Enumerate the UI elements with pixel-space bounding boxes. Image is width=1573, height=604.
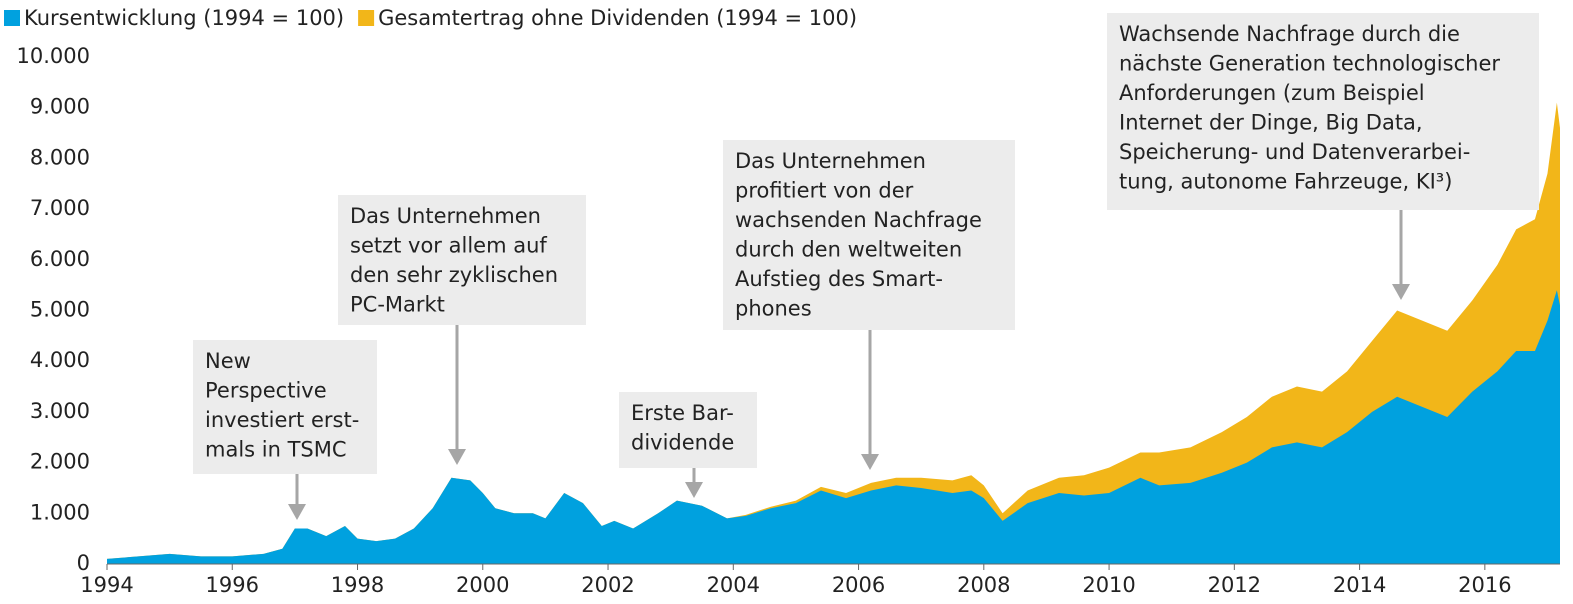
y-tick-label: 10.000 bbox=[17, 44, 90, 68]
annotation-box bbox=[1107, 13, 1539, 210]
annotation-arrowhead bbox=[288, 504, 306, 520]
annotation-text: investiert erst- bbox=[205, 408, 359, 432]
annotation-text: profitiert von der bbox=[735, 179, 914, 203]
x-tick-label: 1998 bbox=[331, 573, 384, 597]
annotation-text: durch den weltweiten bbox=[735, 238, 962, 262]
annotation-text: Erste Bar- bbox=[631, 401, 734, 425]
y-tick-label: 0 bbox=[77, 551, 90, 575]
x-tick-label: 2008 bbox=[957, 573, 1010, 597]
y-tick-label: 6.000 bbox=[30, 247, 90, 271]
x-tick-label: 2002 bbox=[581, 573, 634, 597]
x-tick-label: 2014 bbox=[1333, 573, 1386, 597]
annotation-text: nächste Generation technologischer bbox=[1119, 52, 1500, 76]
annotation-arrowhead bbox=[1392, 284, 1410, 300]
annotation-text: Internet der Dinge, Big Data, bbox=[1119, 111, 1423, 135]
annotation-text: Speicherung- und Datenverarbei- bbox=[1119, 140, 1470, 164]
x-tick-label: 2004 bbox=[707, 573, 760, 597]
annotation-text: PC-Markt bbox=[350, 293, 445, 317]
x-tick-label: 1996 bbox=[206, 573, 259, 597]
legend-swatch bbox=[358, 10, 375, 26]
y-tick-label: 8.000 bbox=[30, 145, 90, 169]
x-tick-label: 2010 bbox=[1082, 573, 1135, 597]
legend-label: Gesamtertrag ohne Dividenden (1994 = 100… bbox=[378, 6, 857, 30]
y-tick-label: 5.000 bbox=[30, 298, 90, 322]
annotation-text: Perspective bbox=[205, 379, 327, 403]
y-tick-label: 1.000 bbox=[30, 500, 90, 524]
area bbox=[107, 102, 1560, 564]
y-tick-label: 4.000 bbox=[30, 348, 90, 372]
y-tick-label: 2.000 bbox=[30, 450, 90, 474]
annotation-arrowhead bbox=[861, 454, 879, 470]
x-tick-label: 2016 bbox=[1458, 573, 1511, 597]
annotation-text: Das Unternehmen bbox=[350, 204, 541, 228]
annotation-text: Anforderungen (zum Beispiel bbox=[1119, 81, 1425, 105]
y-tick-label: 9.000 bbox=[30, 95, 90, 119]
annotation-text: Das Unternehmen bbox=[735, 149, 926, 173]
annotation-text: New bbox=[205, 349, 251, 373]
legend-swatch bbox=[4, 10, 20, 26]
y-tick-label: 3.000 bbox=[30, 399, 90, 423]
annotation-text: dividende bbox=[631, 431, 734, 455]
annotation-box bbox=[338, 195, 586, 325]
x-tick-label: 2000 bbox=[456, 573, 509, 597]
area bbox=[107, 290, 1560, 564]
annotation-box bbox=[193, 340, 377, 474]
annotation-text: wachsenden Nachfrage bbox=[735, 208, 982, 232]
legend-label: Kursentwicklung (1994 = 100) bbox=[24, 6, 344, 30]
annotation-arrowhead bbox=[685, 482, 703, 498]
annotation-text: phones bbox=[735, 297, 812, 321]
annotation-text: den sehr zyklischen bbox=[350, 263, 558, 287]
x-tick-label: 1994 bbox=[80, 573, 133, 597]
annotation-box bbox=[619, 392, 757, 468]
annotation-text: Wachsende Nachfrage durch die bbox=[1119, 22, 1460, 46]
annotation-arrowhead bbox=[448, 449, 466, 465]
x-tick-label: 2006 bbox=[832, 573, 885, 597]
x-tick-label: 2012 bbox=[1208, 573, 1261, 597]
y-tick-label: 7.000 bbox=[30, 196, 90, 220]
annotation-text: mals in TSMC bbox=[205, 438, 347, 462]
annotation-text: tung, autonome Fahrzeuge, KI³) bbox=[1119, 170, 1452, 194]
annotation-text: setzt vor allem auf bbox=[350, 234, 547, 258]
annotation-box bbox=[723, 140, 1015, 330]
annotation-text: Aufstieg des Smart- bbox=[735, 267, 943, 291]
